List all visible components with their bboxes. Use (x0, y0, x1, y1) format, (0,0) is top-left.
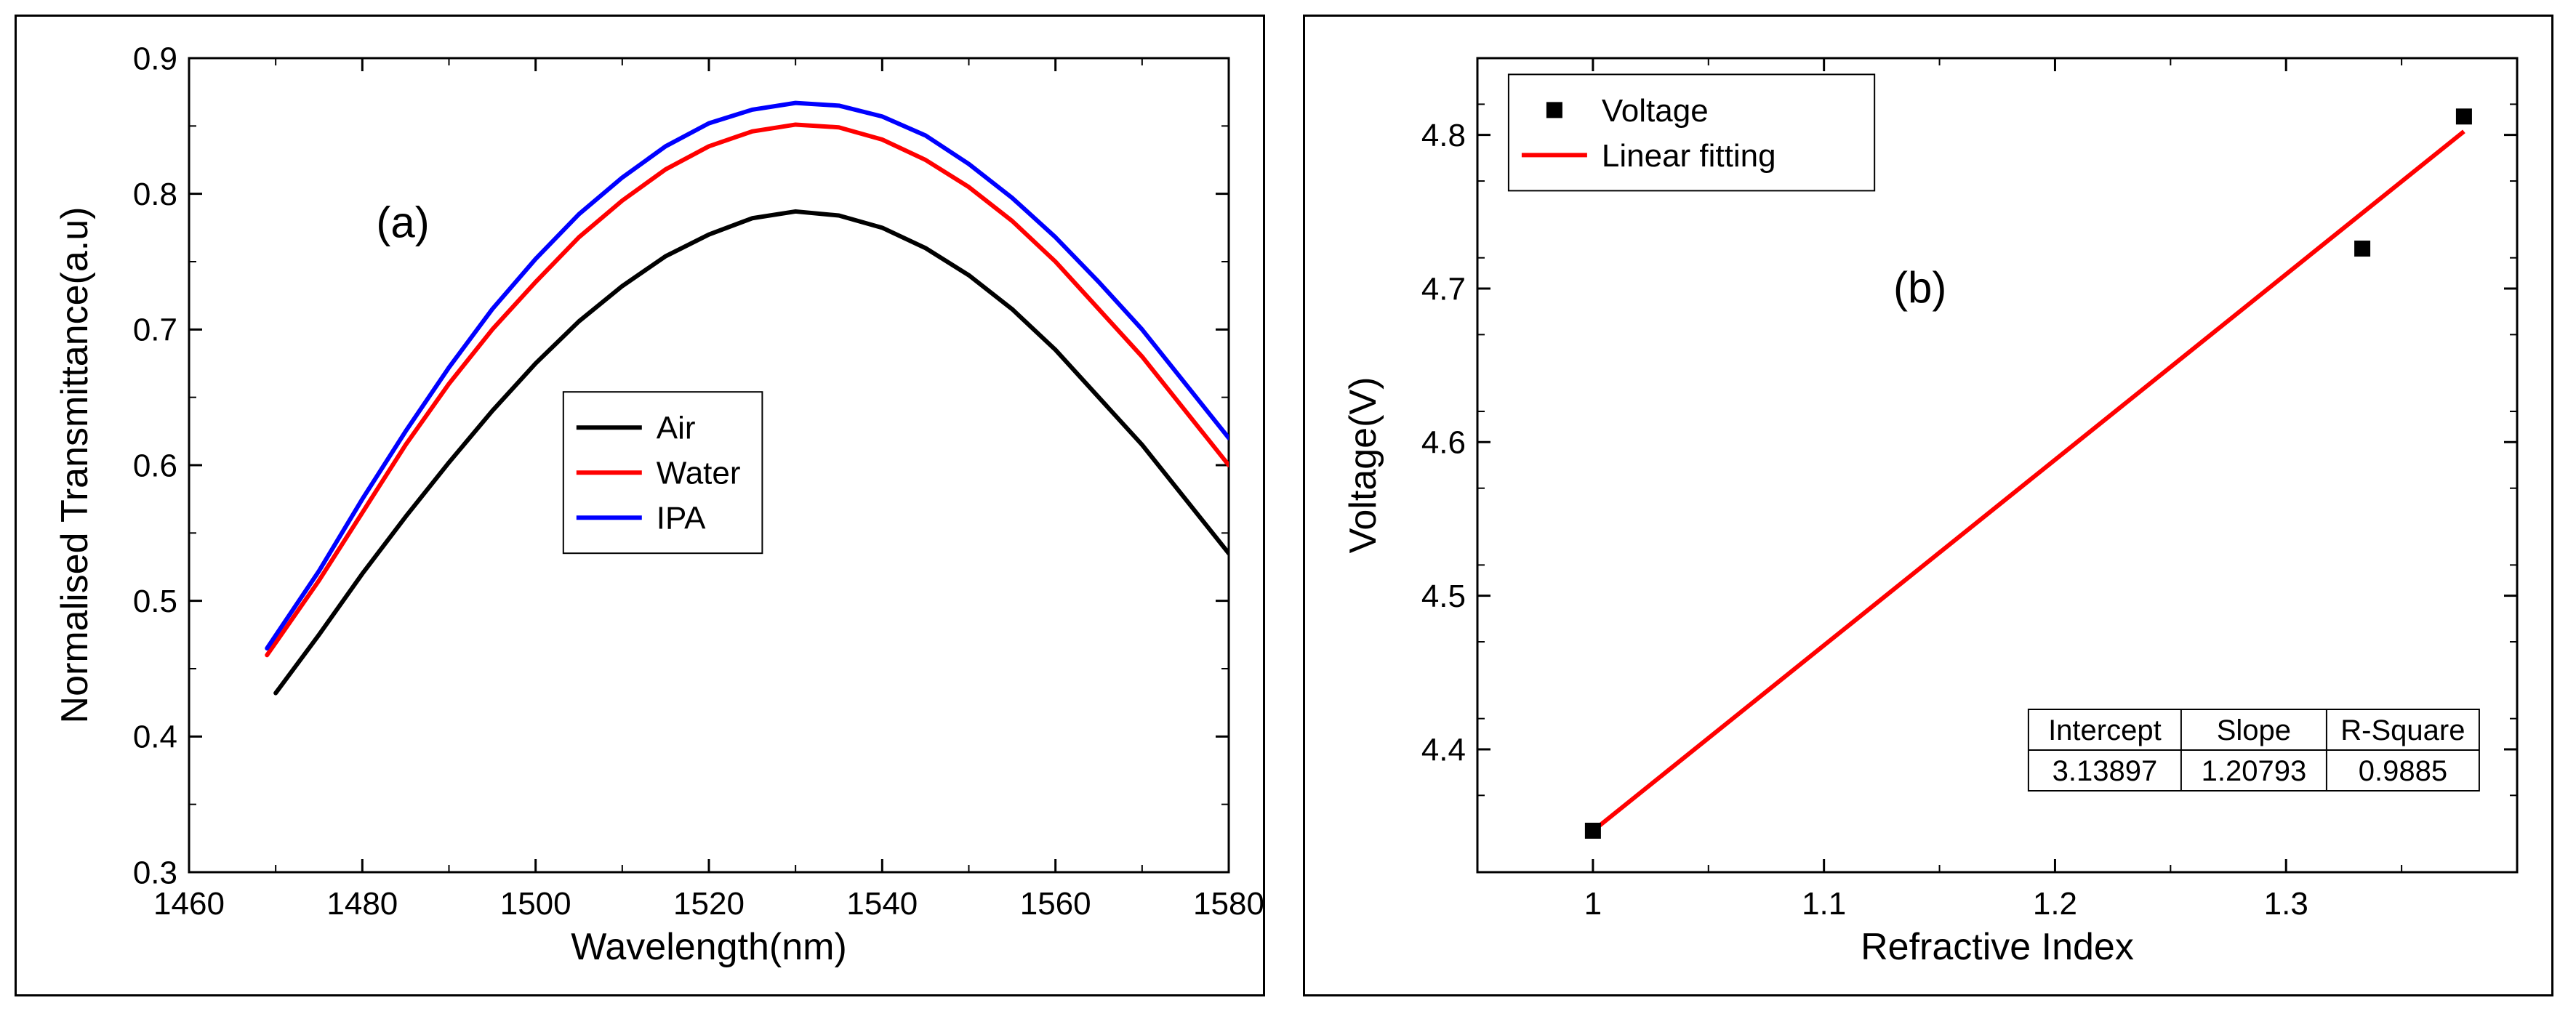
y-tick-label: 0.8 (133, 177, 177, 212)
x-axis-label: Wavelength(nm) (571, 926, 847, 968)
x-tick-label: 1580 (1193, 886, 1264, 922)
legend-swatch-marker (1546, 102, 1562, 118)
x-tick-label: 1460 (153, 886, 225, 922)
fit-table-header: R-Square (2340, 714, 2465, 746)
y-tick-label: 0.7 (133, 313, 177, 348)
y-tick-label: 4.4 (1421, 732, 1465, 768)
y-axis-label: Normalised Transmittance(a.u) (54, 207, 96, 724)
y-axis-label: Voltage(V) (1342, 377, 1384, 554)
panel-annotation-a: (a) (376, 198, 429, 246)
scatter-point (2354, 241, 2370, 257)
panel-a: 1460 1480 1500 1520 1540 1560 1580 0.3 0.4 0.5 0.6… (15, 15, 1274, 996)
y-tick-label: 0.6 (133, 448, 177, 483)
legend-label: IPA (657, 501, 706, 536)
figure-row: 1460 1480 1500 1520 1540 1560 1580 0.3 0.4 0.5 0.6… (0, 0, 2576, 1011)
y-tick-label: 4.5 (1421, 579, 1465, 614)
legend-label: Air (657, 411, 696, 446)
fit-table-header: Intercept (2048, 714, 2162, 746)
panel-b: 1 1.1 1.2 1.3 4.4 4.5 4.6 4.7 4.8 Refractive Inde… (1303, 15, 2562, 996)
y-tick-label: 4.8 (1421, 118, 1465, 153)
scatter-point (1584, 823, 1600, 839)
y-tick-label: 4.6 (1421, 425, 1465, 461)
fit-table-header: Slope (2216, 714, 2290, 746)
x-tick-label: 1560 (1020, 886, 1091, 922)
y-tick-label: 0.5 (133, 584, 177, 619)
fit-table-value: 3.13897 (2052, 755, 2157, 787)
x-tick-label: 1 (1584, 886, 1601, 922)
panel-annotation-b: (b) (1893, 263, 1946, 312)
fit-table-value: 1.20793 (2201, 755, 2306, 787)
y-tick-label: 4.7 (1421, 271, 1465, 307)
y-tick-label: 0.3 (133, 855, 177, 890)
x-tick-label: 1480 (326, 886, 398, 922)
x-tick-label: 1.2 (2032, 886, 2077, 922)
panel-a-svg: 1460 1480 1500 1520 1540 1560 1580 0.3 0.4 0.5 0.6… (15, 15, 1265, 996)
x-tick-label: 1500 (500, 886, 571, 922)
panel-b-svg: 1 1.1 1.2 1.3 4.4 4.5 4.6 4.7 4.8 Refractive Inde… (1303, 15, 2553, 996)
legend-label: Water (657, 456, 741, 491)
x-tick-label: 1.1 (1802, 886, 1846, 922)
y-tick-label: 0.9 (133, 41, 177, 76)
x-axis-label: Refractive Index (1861, 926, 2134, 968)
legend-label: Voltage (1601, 93, 1708, 129)
y-tick-label: 0.4 (133, 720, 177, 755)
x-tick-label: 1540 (846, 886, 918, 922)
x-tick-label: 1520 (673, 886, 745, 922)
scatter-point (2455, 108, 2471, 124)
fit-table-value: 0.9885 (2358, 755, 2447, 787)
legend-label: Linear fitting (1601, 138, 1775, 174)
x-tick-label: 1.3 (2263, 886, 2308, 922)
